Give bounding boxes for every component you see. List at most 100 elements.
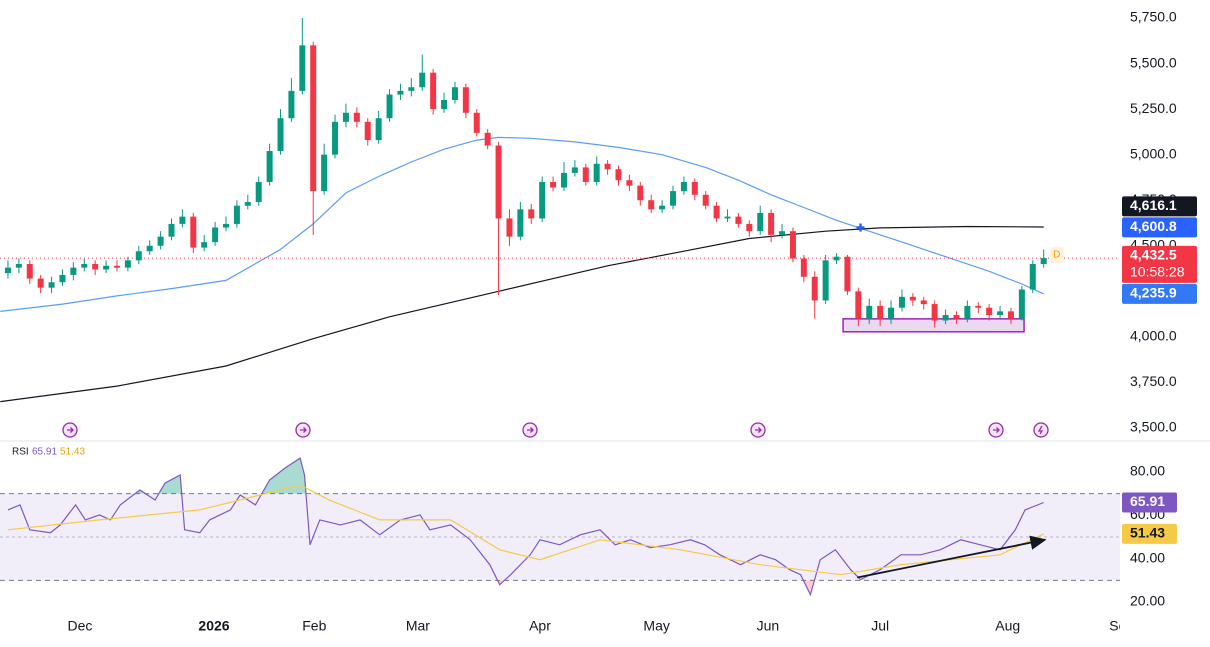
candle-body bbox=[506, 218, 513, 237]
candle-body bbox=[898, 296, 905, 308]
candle-body bbox=[484, 132, 491, 146]
candle-body bbox=[680, 181, 687, 192]
candle-body bbox=[190, 216, 197, 248]
event-icons bbox=[62, 422, 1049, 438]
candle-body bbox=[103, 265, 110, 270]
candle-body bbox=[735, 216, 742, 224]
moving-average bbox=[0, 136, 1044, 312]
price-badge-label: 4,432.5 bbox=[1130, 247, 1177, 263]
candle-body bbox=[604, 163, 611, 170]
candle-body bbox=[386, 94, 393, 119]
candle-body bbox=[1007, 311, 1014, 319]
x-tick-label: Feb bbox=[302, 618, 326, 634]
rsi-badge-label: 65.91 bbox=[1130, 493, 1165, 509]
candle-body bbox=[92, 263, 99, 270]
rsi-pane bbox=[0, 457, 1120, 597]
candle-body bbox=[81, 263, 88, 268]
candle-body bbox=[855, 291, 862, 319]
candle-body bbox=[4, 267, 11, 274]
moving-average bbox=[0, 225, 1044, 403]
candle-body bbox=[691, 181, 698, 195]
price-pane bbox=[0, 18, 1120, 403]
time-axis: Dec 2026 Feb Mar Apr May Jun Jul Aug Se bbox=[67, 618, 1126, 634]
candle-body bbox=[288, 90, 295, 119]
candle-body bbox=[15, 263, 22, 268]
price-badge-countdown: 10:58:28 bbox=[1130, 264, 1185, 280]
candle-body bbox=[920, 300, 927, 305]
event-icon[interactable] bbox=[522, 422, 538, 438]
candle-body bbox=[157, 236, 164, 246]
candle-body bbox=[495, 145, 502, 219]
event-icon[interactable] bbox=[62, 422, 78, 438]
candle-body bbox=[364, 121, 371, 141]
x-tick-label: Jul bbox=[871, 618, 889, 634]
y-tick-label: 4,000.0 bbox=[1130, 328, 1177, 344]
rsi-title: RSI bbox=[12, 447, 29, 458]
candle-body bbox=[310, 45, 317, 192]
candle-body bbox=[37, 278, 44, 288]
candle-body bbox=[528, 209, 535, 219]
candle-body bbox=[615, 169, 622, 181]
candle-body bbox=[746, 223, 753, 232]
candle-body bbox=[1029, 263, 1036, 290]
candle-body bbox=[375, 118, 382, 141]
candle-body bbox=[888, 307, 895, 319]
price-badge bbox=[1122, 196, 1197, 217]
price-badge bbox=[1122, 245, 1197, 283]
candle-body bbox=[724, 216, 731, 219]
x-tick-label: Jun bbox=[757, 618, 780, 634]
candle-body bbox=[113, 265, 120, 268]
candle-body bbox=[811, 276, 818, 301]
candle-body bbox=[244, 202, 251, 206]
candle-body bbox=[353, 112, 360, 122]
candle-body bbox=[659, 205, 666, 210]
y-tick-label: 20.00 bbox=[1130, 593, 1165, 609]
candle-body bbox=[713, 205, 720, 219]
candle-body bbox=[571, 167, 578, 173]
candle-body bbox=[1018, 289, 1025, 319]
candle-body bbox=[321, 154, 328, 192]
x-tick-label: Aug bbox=[995, 618, 1020, 634]
candle-body bbox=[419, 72, 426, 88]
x-tick-label: 2026 bbox=[198, 618, 229, 634]
rsi-ma-value: 51.43 bbox=[60, 447, 85, 458]
price-badge-label: 4,235.9 bbox=[1130, 285, 1177, 301]
x-tick-label: May bbox=[643, 618, 669, 634]
candle-body bbox=[997, 311, 1004, 316]
candle-body bbox=[779, 231, 786, 235]
trend-arrow bbox=[857, 535, 1047, 579]
price-badge bbox=[1122, 283, 1197, 304]
candle-body bbox=[462, 87, 469, 113]
candle-body bbox=[637, 185, 644, 201]
candle-body bbox=[26, 263, 33, 279]
y-tick-label: 5,500.0 bbox=[1130, 54, 1177, 70]
candle-body bbox=[800, 258, 807, 277]
candle-body bbox=[909, 296, 916, 301]
candle-body bbox=[332, 121, 339, 155]
candle-body bbox=[593, 163, 600, 182]
candle-body bbox=[201, 242, 208, 248]
candle-body bbox=[539, 181, 546, 219]
candle-body bbox=[550, 181, 557, 188]
y-tick-label: 80.00 bbox=[1130, 463, 1165, 479]
candle-body bbox=[342, 112, 349, 122]
event-icon[interactable] bbox=[1033, 422, 1049, 438]
event-icon[interactable] bbox=[295, 422, 311, 438]
candle-body bbox=[397, 90, 404, 95]
event-icon[interactable] bbox=[750, 422, 766, 438]
candle-body bbox=[1040, 258, 1047, 264]
candle-body bbox=[255, 181, 262, 203]
candle-body bbox=[517, 209, 524, 237]
y-tick-label: 5,000.0 bbox=[1130, 145, 1177, 161]
candle-body bbox=[146, 245, 153, 252]
candle-body bbox=[223, 223, 230, 228]
candle-body bbox=[277, 118, 284, 152]
candle-body bbox=[822, 260, 829, 301]
candle-body bbox=[124, 260, 131, 268]
x-tick-label: Se bbox=[1109, 618, 1126, 634]
event-icon[interactable] bbox=[988, 422, 1004, 438]
candle-body bbox=[670, 191, 677, 206]
candle-body bbox=[168, 223, 175, 237]
rsi-line bbox=[7, 484, 1044, 576]
